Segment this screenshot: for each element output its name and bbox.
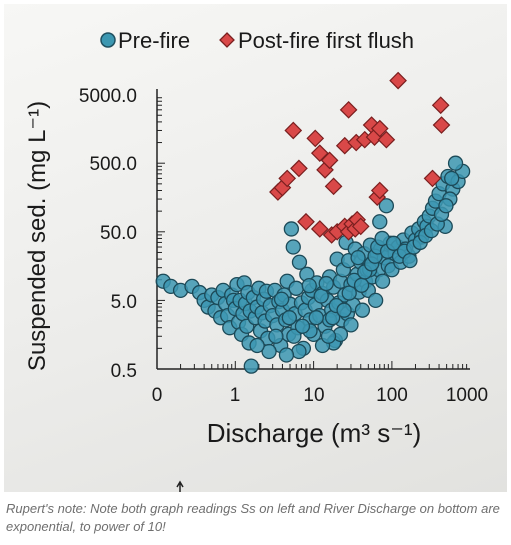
- post-fire-point: [306, 129, 325, 148]
- y-tick-label: 5000.0: [79, 86, 137, 107]
- pre-fire-point: [243, 358, 259, 374]
- pre-fire-point: [385, 235, 402, 251]
- post-fire-point: [377, 130, 396, 149]
- post-fire-point: [290, 159, 308, 178]
- legend-label-post-fire: Post-fire first flush: [238, 28, 414, 53]
- post-fire-point: [278, 169, 297, 188]
- pre-fire-point: [288, 280, 304, 296]
- pre-fire-point: [444, 170, 460, 187]
- post-fire-point: [339, 100, 358, 119]
- pre-fire-point: [294, 318, 311, 334]
- pre-fire-point: [402, 252, 418, 269]
- pre-fire-point: [268, 328, 284, 344]
- pre-fire-point: [273, 291, 290, 307]
- pre-fire-point: [367, 292, 384, 309]
- scatter-chart: Pre-fire Post-fire first flush Suspended…: [24, 28, 488, 492]
- legend-marker-post-fire: [219, 32, 235, 48]
- y-tick-labels: 0.5 5.0 50.0 500.0 5000.0: [79, 86, 137, 382]
- pre-fire-point: [291, 343, 307, 360]
- pre-fire-point: [372, 214, 388, 230]
- pre-fire-point: [336, 302, 352, 318]
- y-tick-label: 50.0: [100, 223, 137, 244]
- post-fire-point: [423, 169, 442, 188]
- x-tick-labels: 0 1 10 100 1000: [152, 385, 488, 406]
- pre-fire-point: [308, 310, 324, 326]
- y-tick-label: 5.0: [111, 292, 137, 313]
- pre-fire-point: [318, 275, 334, 292]
- x-tick-label: 100: [376, 385, 408, 406]
- pre-fire-point: [378, 198, 395, 214]
- pre-fire-point: [374, 273, 391, 289]
- x-tick-label: 1000: [446, 385, 488, 406]
- pre-fire-point: [249, 337, 265, 354]
- pre-fire-point: [291, 254, 308, 270]
- cursor-icon: [176, 480, 184, 492]
- y-tick-label: 0.5: [111, 361, 137, 382]
- x-tick-label: 10: [303, 385, 324, 406]
- post-fire-point: [351, 217, 370, 236]
- pre-fire-point: [354, 302, 371, 318]
- pre-fire-point: [301, 278, 317, 294]
- pre-fire-point: [447, 155, 464, 171]
- post-fire-point: [370, 181, 389, 200]
- y-axis-title: Suspended sed. (mg L⁻¹): [24, 101, 51, 371]
- post-fire-point: [284, 121, 303, 140]
- pre-fire-point: [320, 328, 337, 344]
- pre-fire-point: [281, 310, 297, 326]
- post-fire-point: [370, 119, 389, 138]
- x-tick-label: 1: [230, 385, 241, 406]
- x-tick-label: 0: [152, 385, 163, 406]
- pre-fire-point: [350, 249, 366, 266]
- post-fire-point: [389, 71, 407, 90]
- post-fire-point: [324, 177, 343, 196]
- post-fire-point: [310, 220, 329, 238]
- legend-label-pre-fire: Pre-fire: [118, 28, 190, 53]
- x-axis-title: Discharge (m³ s⁻¹): [207, 418, 422, 448]
- legend-marker-pre-fire: [100, 32, 116, 48]
- post-fire-point: [432, 116, 451, 134]
- chart-photo: Pre-fire Post-fire first flush Suspended…: [4, 4, 507, 492]
- pre-fire-point: [261, 343, 277, 360]
- pre-fire-point: [341, 285, 357, 301]
- pre-fire-point: [283, 221, 300, 237]
- caption-note: Rupert's note: Note both graph readings …: [6, 501, 500, 534]
- pre-fire-point: [278, 347, 295, 363]
- post-fire-point: [431, 96, 450, 115]
- pre-fire-point: [285, 239, 301, 255]
- legend: Pre-fire Post-fire first flush: [100, 28, 414, 53]
- pre-fire-point: [343, 317, 359, 333]
- y-tick-label: 500.0: [89, 154, 137, 175]
- pre-fire-point: [286, 328, 302, 344]
- data-points: [155, 71, 471, 374]
- pre-fire-point: [353, 277, 370, 293]
- pre-fire-point: [438, 198, 454, 214]
- post-fire-point: [297, 212, 315, 231]
- post-fire-point: [310, 144, 329, 163]
- post-fire-point: [320, 151, 339, 170]
